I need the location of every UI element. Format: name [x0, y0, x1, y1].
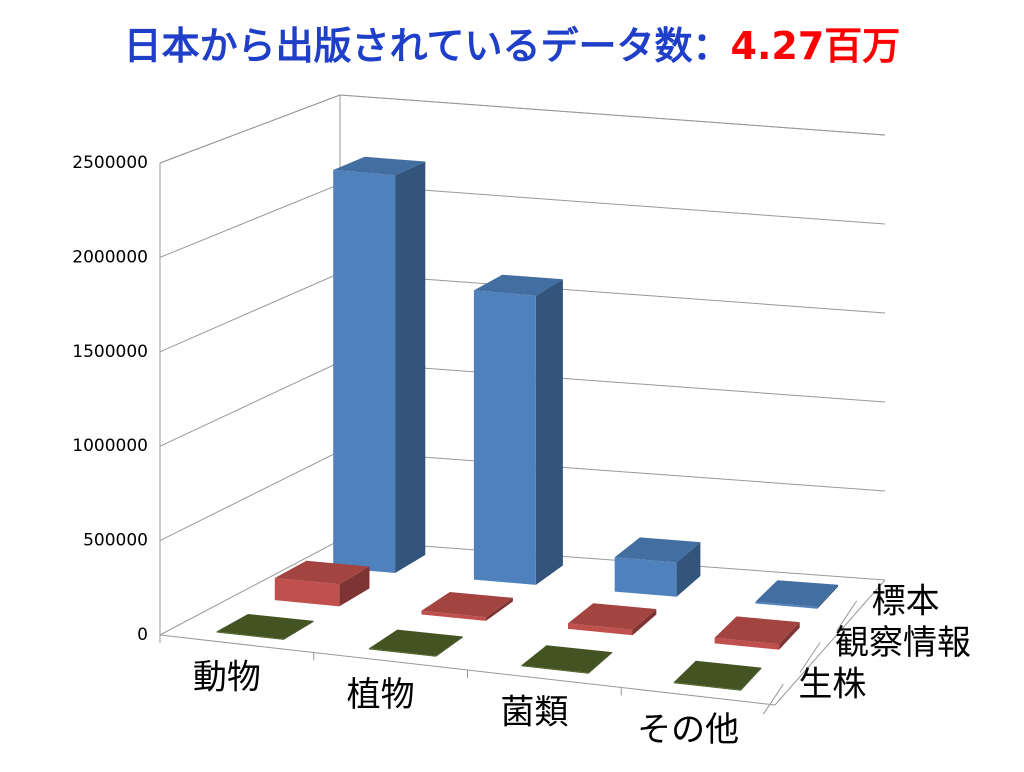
bar-top: [216, 614, 314, 639]
bar: [421, 610, 486, 621]
x-tick-label: その他: [637, 710, 739, 750]
bar-top: [714, 616, 800, 645]
title-text: 日本から出版されているデータ数：: [124, 24, 731, 68]
bar-top: [421, 592, 513, 618]
bar: [274, 578, 340, 607]
bar-top: [368, 629, 463, 656]
bar-side: [632, 609, 657, 636]
bar: [216, 631, 284, 640]
y-tick-label: 500000: [83, 531, 148, 551]
wall-edge: [159, 94, 886, 164]
x-tick-label: 動物: [193, 657, 261, 697]
bar-side: [395, 161, 426, 573]
y-tick-label: 0: [137, 625, 148, 645]
chart-title: 日本から出版されているデータ数：4.27百万: [124, 24, 901, 68]
bar-side: [535, 279, 563, 585]
bar: [614, 557, 677, 597]
depth-tick: [799, 642, 821, 673]
grid-line: [159, 94, 886, 164]
bar-side: [676, 542, 701, 597]
plot-area: 0 500000 1000000 1500000 2000000 2500000 動物 植物 菌…: [72, 94, 971, 750]
bar-side: [779, 622, 800, 650]
legend-label: 標本: [872, 581, 940, 621]
bar: [673, 682, 741, 691]
bar: [521, 665, 589, 674]
bar-side: [339, 566, 370, 607]
bar-side: [817, 584, 838, 609]
y-tick-label: 1500000: [72, 342, 148, 362]
bar: [473, 290, 536, 585]
bar-top: [614, 537, 701, 563]
bar-top: [755, 580, 838, 607]
depth-tick: [762, 683, 784, 715]
bar-top: [274, 560, 370, 585]
bar-top: [333, 156, 426, 176]
legend-label: 観察情報: [835, 623, 971, 663]
bar: [568, 623, 633, 636]
bar-side: [435, 636, 463, 657]
y-tick-label: 2000000: [72, 247, 148, 267]
bar-side: [740, 667, 762, 691]
bar: [333, 170, 396, 573]
bar-side: [283, 620, 314, 640]
bar: [368, 648, 436, 657]
bar-side: [485, 597, 513, 621]
legend-label: 生株: [798, 665, 866, 705]
grid-line: [159, 183, 886, 258]
bar-top: [473, 274, 563, 296]
depth-tick: [836, 600, 858, 632]
bar-top: [521, 645, 613, 673]
title-highlight: 4.27百万: [731, 24, 901, 68]
bar: [714, 637, 780, 650]
bar-top: [568, 603, 657, 630]
bar-side: [588, 652, 613, 674]
x-tick-label: 植物: [347, 675, 415, 715]
depth-axis: [774, 579, 886, 706]
bar-top: [673, 660, 762, 690]
bar: [755, 601, 818, 609]
x-tick-label: 菌類: [500, 692, 568, 732]
y-tick-label: 2500000: [72, 153, 148, 173]
y-tick-label: 1000000: [72, 436, 148, 456]
